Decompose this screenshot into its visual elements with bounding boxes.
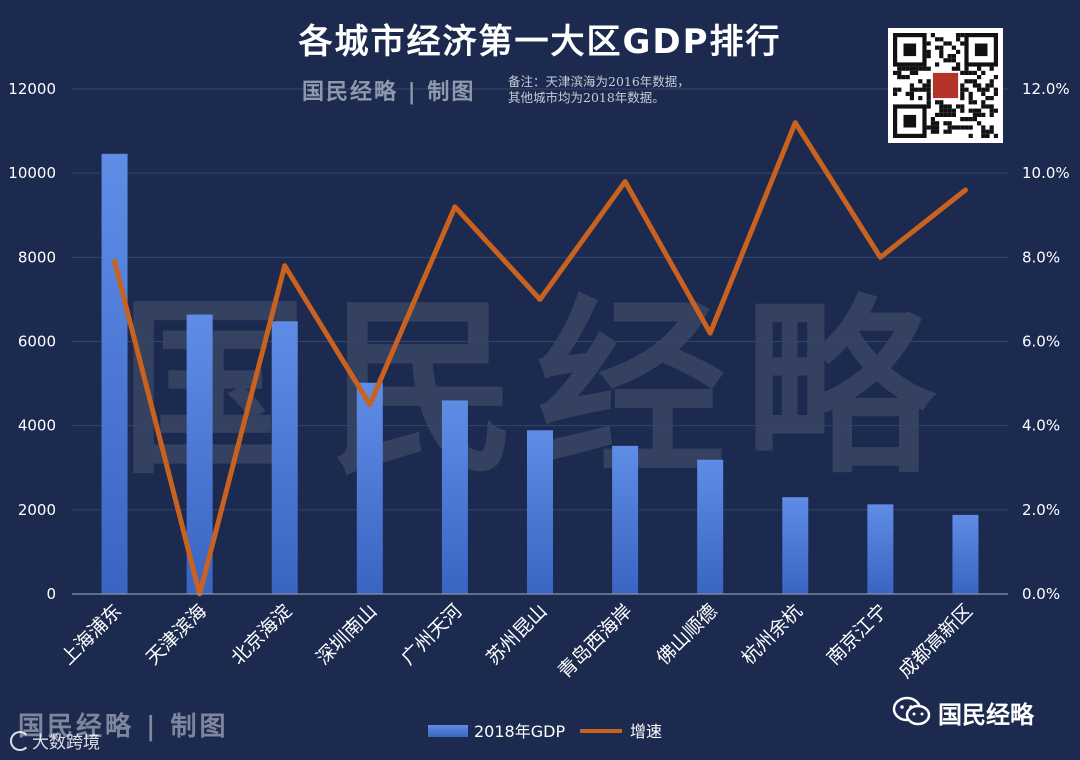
- source-logo-icon: [10, 731, 30, 751]
- y-left-tick-label: 0: [46, 585, 56, 603]
- gdp-bar: [271, 321, 298, 594]
- gdp-bar: [441, 400, 468, 594]
- y-left-tick-label: 8000: [18, 248, 56, 266]
- y-left-tick-label: 4000: [18, 417, 56, 435]
- qr-code[interactable]: [888, 28, 1003, 143]
- note-line-1: 备注：天津滨海为2016年数据，: [508, 74, 690, 89]
- gdp-bar: [612, 445, 639, 594]
- y-right-tick-label: 12.0%: [1022, 80, 1070, 98]
- x-tick-label: 深圳南山: [312, 600, 381, 669]
- y-left-tick-label: 12000: [8, 80, 56, 98]
- wechat-icon: [892, 696, 931, 726]
- gdp-bar: [186, 314, 213, 594]
- legend-swatch-gdp: [428, 725, 468, 737]
- y-right-tick-label: 8.0%: [1022, 248, 1060, 266]
- chart-title: 各城市经济第一大区GDP排行: [298, 22, 782, 62]
- footer-brand: 国民经略 | 制图: [18, 712, 229, 742]
- gdp-bar: [867, 504, 894, 594]
- legend: 2018年GDP 增速: [428, 722, 662, 741]
- y-right-tick-label: 10.0%: [1022, 164, 1070, 182]
- y-right-tick-label: 6.0%: [1022, 333, 1060, 351]
- wechat-account-name: 国民经略: [938, 700, 1034, 729]
- x-tick-label: 青岛西海岸: [554, 600, 637, 683]
- gdp-bar: [101, 153, 128, 594]
- x-tick-label: 杭州余杭: [738, 600, 807, 669]
- gdp-bar: [952, 514, 979, 594]
- wechat-account[interactable]: 国民经略: [892, 694, 1034, 730]
- gdp-bar: [356, 382, 383, 594]
- y-left-tick-label: 10000: [8, 164, 56, 182]
- legend-label-growth: 增速: [630, 722, 662, 741]
- qr-code-icon: [892, 32, 998, 138]
- x-tick-label: 苏州昆山: [482, 600, 551, 669]
- footer-source: 大数跨境: [10, 728, 100, 753]
- x-tick-label: 北京海淀: [227, 600, 296, 669]
- gdp-bars: [101, 153, 979, 594]
- x-tick-label: 佛山顺德: [652, 600, 721, 669]
- note-line-2: 其他城市均为2018年数据。: [508, 90, 665, 105]
- source-name: 大数跨境: [32, 733, 100, 753]
- y-right-tick-label: 0.0%: [1022, 585, 1060, 603]
- x-tick-label: 南京江宁: [823, 600, 892, 669]
- x-tick-label: 成都高新区: [894, 600, 977, 683]
- x-tick-label: 上海浦东: [57, 600, 126, 669]
- x-tick-label: 广州天河: [397, 600, 466, 669]
- y-left-tick-label: 6000: [18, 333, 56, 351]
- y-right-tick-label: 4.0%: [1022, 417, 1060, 435]
- gdp-bar: [697, 459, 724, 594]
- x-tick-label: 天津滨海: [142, 600, 211, 669]
- brand-tag: 国民经略 | 制图: [302, 79, 476, 105]
- y-left-tick-label: 2000: [18, 501, 56, 519]
- gdp-bar: [527, 430, 553, 594]
- grid-lines: [72, 88, 1008, 511]
- legend-label-gdp: 2018年GDP: [474, 722, 565, 741]
- gdp-bar: [782, 497, 809, 594]
- chart-note: 备注：天津滨海为2016年数据， 其他城市均为2018年数据。: [508, 74, 768, 106]
- y-right-tick-label: 2.0%: [1022, 501, 1060, 519]
